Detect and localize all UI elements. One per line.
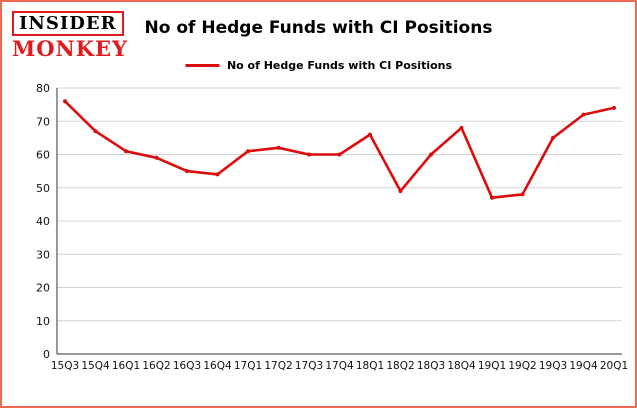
legend-line-swatch <box>184 64 219 67</box>
logo-insider-text: INSIDER <box>12 11 124 36</box>
chart-title: No of Hedge Funds with CI Positions <box>144 18 493 38</box>
svg-text:50: 50 <box>36 182 50 195</box>
svg-text:20Q1: 20Q1 <box>600 360 628 372</box>
svg-text:0: 0 <box>43 348 50 361</box>
svg-text:17Q1: 17Q1 <box>234 360 262 372</box>
legend: No of Hedge Funds with CI Positions <box>184 59 453 72</box>
svg-text:18Q3: 18Q3 <box>417 360 445 372</box>
logo-monkey-text: MONKEY <box>12 36 128 61</box>
svg-text:16Q4: 16Q4 <box>203 360 232 372</box>
svg-text:15Q4: 15Q4 <box>81 360 110 372</box>
svg-text:70: 70 <box>36 115 50 128</box>
svg-text:19Q3: 19Q3 <box>539 360 567 372</box>
svg-text:19Q4: 19Q4 <box>569 360 598 372</box>
svg-text:17Q4: 17Q4 <box>325 360 354 372</box>
svg-text:16Q3: 16Q3 <box>173 360 201 372</box>
svg-text:18Q2: 18Q2 <box>386 360 414 372</box>
svg-text:80: 80 <box>36 82 50 95</box>
svg-text:19Q1: 19Q1 <box>478 360 506 372</box>
svg-text:18Q1: 18Q1 <box>356 360 384 372</box>
svg-text:40: 40 <box>36 215 50 228</box>
svg-text:17Q3: 17Q3 <box>295 360 323 372</box>
svg-text:60: 60 <box>36 149 50 162</box>
legend-label: No of Hedge Funds with CI Positions <box>226 59 453 72</box>
svg-text:20: 20 <box>36 282 50 295</box>
svg-text:10: 10 <box>36 315 50 328</box>
svg-text:18Q4: 18Q4 <box>447 360 476 372</box>
insider-monkey-logo: INSIDER MONKEY <box>12 11 128 59</box>
svg-text:17Q2: 17Q2 <box>264 360 292 372</box>
svg-text:19Q2: 19Q2 <box>508 360 536 372</box>
svg-text:16Q1: 16Q1 <box>112 360 140 372</box>
svg-text:30: 30 <box>36 248 50 261</box>
svg-text:16Q2: 16Q2 <box>142 360 170 372</box>
svg-text:15Q3: 15Q3 <box>51 360 79 372</box>
